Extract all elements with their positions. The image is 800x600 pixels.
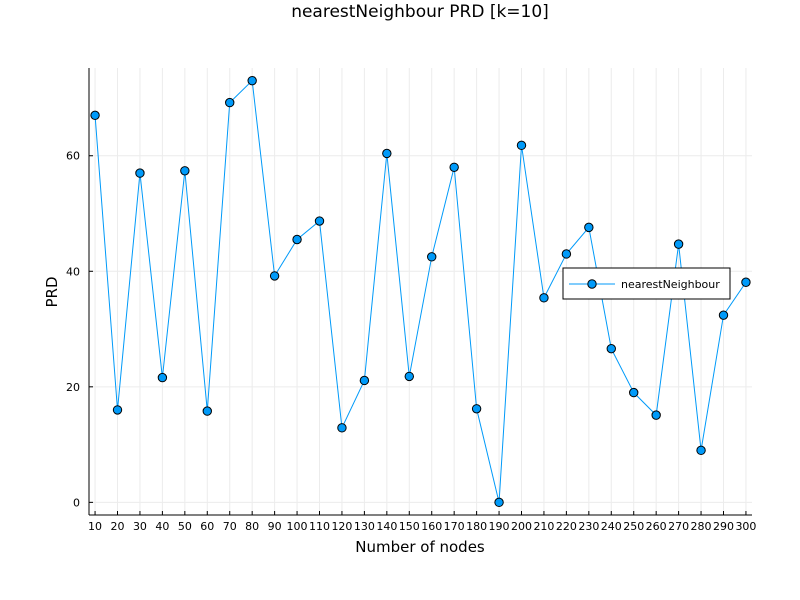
x-tick-label: 240: [601, 520, 622, 533]
x-tick-label: 270: [668, 520, 689, 533]
x-tick-label: 250: [623, 520, 644, 533]
x-tick-label: 80: [245, 520, 259, 533]
x-tick-label: 260: [646, 520, 667, 533]
series: [90, 75, 751, 508]
y-tick-label: 40: [66, 265, 80, 278]
x-tick-label: 220: [556, 520, 577, 533]
data-point: [651, 410, 661, 420]
data-point: [269, 271, 280, 281]
x-tick-label: 60: [200, 520, 214, 533]
x-tick-label: 160: [421, 520, 442, 533]
y-tick-label: 20: [66, 381, 80, 394]
data-point: [673, 239, 684, 249]
legend-label: nearestNeighbour: [621, 278, 720, 291]
x-tick-label: 30: [133, 520, 147, 533]
data-point: [292, 234, 302, 245]
y-axis-title: PRD: [43, 276, 61, 307]
data-point: [90, 110, 100, 121]
data-point: [314, 216, 325, 226]
x-tick-label: 90: [268, 520, 282, 533]
x-axis-title: Number of nodes: [355, 538, 485, 556]
x-tick-label: 70: [223, 520, 237, 533]
data-point: [157, 372, 168, 383]
x-tick-label: 230: [578, 520, 599, 533]
data-point: [696, 445, 706, 456]
data-point: [225, 97, 235, 108]
data-point: [135, 168, 145, 178]
data-point: [359, 375, 370, 386]
data-point: [584, 222, 594, 233]
x-tick-label: 150: [399, 520, 420, 533]
x-tick-label: 130: [354, 520, 375, 533]
x-tick-label: 140: [376, 520, 397, 533]
x-tick-label: 100: [287, 520, 308, 533]
x-tick-label: 180: [466, 520, 487, 533]
data-point: [202, 406, 212, 416]
x-tick-label: 190: [489, 520, 510, 533]
data-point: [718, 310, 729, 320]
data-point: [741, 277, 751, 287]
legend-marker-sample: [587, 279, 597, 289]
x-tick-label: 40: [155, 520, 169, 533]
y-tick-label: 0: [73, 496, 80, 509]
data-point: [471, 404, 482, 414]
data-point: [180, 166, 190, 176]
data-point: [247, 75, 257, 86]
x-tick-label: 300: [735, 520, 756, 533]
data-point: [449, 162, 459, 173]
x-tick-label: 20: [111, 520, 125, 533]
data-point: [404, 371, 414, 382]
x-tick-label: 280: [691, 520, 712, 533]
data-point: [494, 497, 504, 508]
chart-title: nearestNeighbour PRD [k=10]: [291, 2, 549, 22]
ticks: 10 20 30 40 50 60 70 80 90 100 110 120 130 140 150 160 1…: [66, 150, 756, 533]
data-point: [606, 343, 616, 354]
x-tick-label: 110: [309, 520, 330, 533]
x-tick-label: 200: [511, 520, 532, 533]
x-tick-label: 290: [713, 520, 734, 533]
x-tick-label: 120: [331, 520, 352, 533]
data-point: [112, 405, 123, 415]
data-point: [561, 249, 572, 259]
data-point: [382, 148, 392, 159]
data-point: [629, 387, 639, 398]
x-tick-label: 50: [178, 520, 192, 533]
data-point: [337, 423, 347, 433]
data-point: [516, 140, 527, 151]
x-tick-label: 10: [88, 520, 102, 533]
y-tick-label: 60: [66, 150, 80, 163]
axes: [88, 68, 752, 516]
legend: nearestNeighbour: [562, 267, 731, 300]
data-point: [427, 252, 437, 262]
x-tick-label: 210: [533, 520, 554, 533]
series-line: [94, 79, 747, 503]
data-point: [539, 293, 549, 303]
x-tick-label: 170: [444, 520, 465, 533]
